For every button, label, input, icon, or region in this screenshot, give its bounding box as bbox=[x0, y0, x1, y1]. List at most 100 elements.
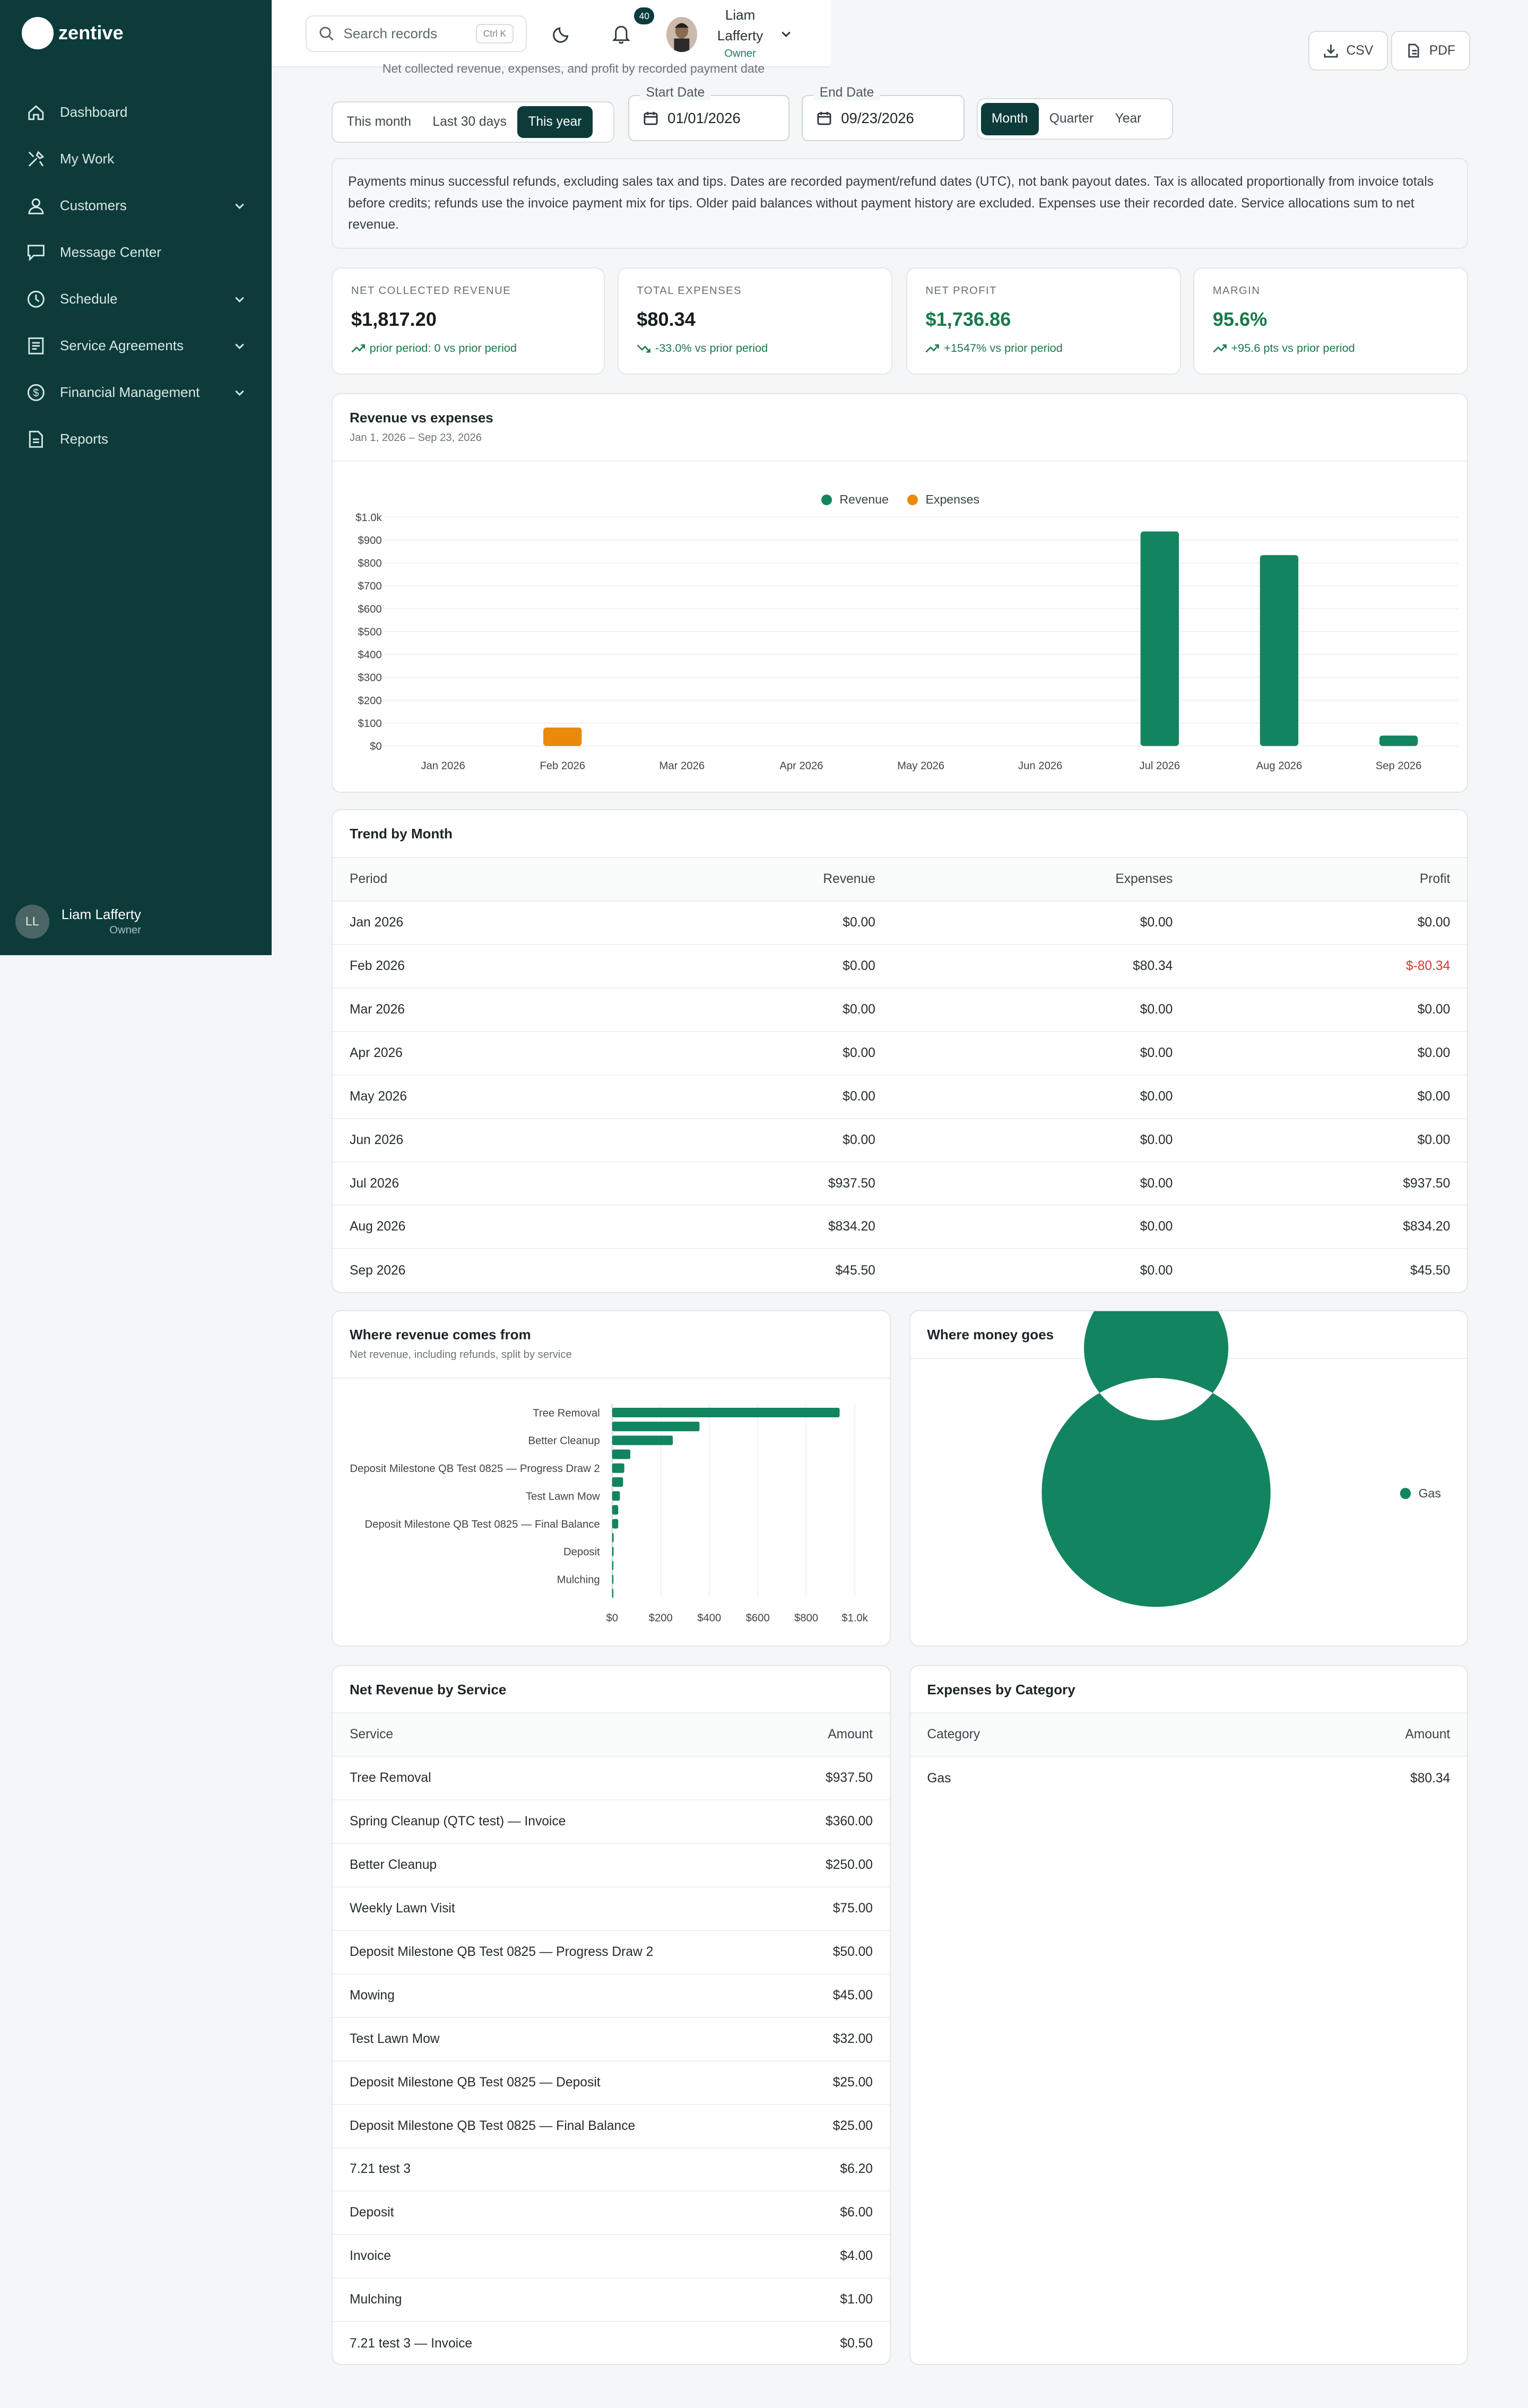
kpi-delta-text: +95.6 pts vs prior period bbox=[1231, 341, 1355, 354]
legend-revenue-swatch bbox=[821, 494, 832, 505]
sidebar-item-schedule[interactable]: Schedule bbox=[0, 276, 272, 323]
clock-icon bbox=[28, 290, 45, 308]
moon-icon[interactable] bbox=[553, 24, 571, 43]
service-bar-deposit-milestone-qb-test-0825-final-balance bbox=[612, 1519, 619, 1529]
chevron-down-icon bbox=[235, 343, 244, 350]
kpi-card-margin: MARGIN 95.6% +95.6 pts vs prior period bbox=[1193, 267, 1469, 375]
cell-expenses: $80.34 bbox=[892, 945, 1190, 989]
cell-revenue: $0.00 bbox=[547, 1031, 892, 1076]
sidebar-item-service-agreements[interactable]: Service Agreements bbox=[0, 323, 272, 369]
calendar-icon bbox=[817, 112, 831, 125]
export-pdf-button[interactable]: PDF bbox=[1391, 30, 1471, 71]
y-tick-label: $1.0k bbox=[355, 512, 382, 524]
net-revenue-by-service-title: Net Revenue by Service bbox=[333, 1666, 890, 1714]
cell-expenses: $0.00 bbox=[1140, 1263, 1173, 1278]
kpi-label: NET COLLECTED REVENUE bbox=[351, 285, 511, 297]
sidebar-item-dashboard[interactable]: Dashboard bbox=[0, 89, 272, 136]
users-icon bbox=[28, 198, 44, 214]
cell-period: Jan 2026 bbox=[333, 901, 548, 946]
trend-by-month-title: Trend by Month bbox=[333, 810, 1468, 859]
start-date-value: 01/01/2026 bbox=[667, 109, 741, 126]
sidebar-item-customers[interactable]: Customers bbox=[0, 183, 272, 229]
cell-amount: $1.00 bbox=[782, 2278, 890, 2323]
cell-period: Apr 2026 bbox=[333, 1031, 548, 1076]
sidebar-item-label: My Work bbox=[59, 151, 115, 167]
table-row: Aug 2026 $834.20 $0.00 $834.20 bbox=[333, 1205, 1468, 1250]
cell-amount: $0.50 bbox=[840, 2336, 873, 2351]
column-header-category: Category bbox=[910, 1713, 1202, 1757]
cell-expenses: $0.00 bbox=[892, 1075, 1190, 1119]
granularity-option-year[interactable]: Year bbox=[1115, 111, 1142, 126]
table-row: Mar 2026 $0.00 $0.00 $0.00 bbox=[333, 988, 1468, 1032]
range-option-this-year[interactable]: This year bbox=[517, 106, 593, 138]
start-date-field[interactable]: Start Date 01/01/2026 bbox=[628, 85, 789, 142]
sidebar-item-label: Service Agreements bbox=[59, 337, 184, 354]
revenue-expenses-range: Jan 1, 2026 – Sep 23, 2026 bbox=[350, 432, 482, 444]
calendar-icon bbox=[644, 112, 658, 125]
table-row: May 2026 $0.00 $0.00 $0.00 bbox=[333, 1075, 1468, 1119]
search-input[interactable]: Search records Ctrl K bbox=[305, 15, 527, 53]
sidebar-item-label: Message Center bbox=[59, 244, 161, 261]
range-option-last-30-days[interactable]: Last 30 days bbox=[432, 115, 507, 129]
service-bar-deposit-milestone-qb-test-0825-deposit bbox=[612, 1505, 619, 1515]
cell-revenue: $834.20 bbox=[547, 1205, 892, 1250]
sidebar-item-reports[interactable]: Reports bbox=[0, 416, 272, 463]
table-row: Jan 2026 $0.00 $0.00 $0.00 bbox=[333, 901, 1468, 946]
cell-amount: $4.00 bbox=[782, 2234, 890, 2279]
cell-amount: $6.00 bbox=[782, 2191, 890, 2236]
sidebar-item-label: Customers bbox=[59, 197, 127, 214]
avatar: LL bbox=[15, 904, 49, 939]
trend-up-icon bbox=[351, 344, 365, 353]
service-bar-spring-cleanup-qtc-test-invoice bbox=[612, 1422, 700, 1432]
sidebar-item-label: Reports bbox=[59, 431, 109, 447]
user-avatar[interactable] bbox=[666, 16, 698, 53]
table-row: 7.21 test 3 $6.20 bbox=[333, 2147, 890, 2192]
y-tick-label: $300 bbox=[358, 672, 382, 684]
kpi-delta: +1547% vs prior period bbox=[925, 341, 1161, 355]
granularity-option-quarter[interactable]: Quarter bbox=[1049, 111, 1094, 126]
cell-service: Test Lawn Mow bbox=[333, 2017, 782, 2061]
table-row: Deposit $6.00 bbox=[333, 2191, 890, 2236]
revenue-expenses-chart: $0 $100 $200 $300 $400 $500 $600 $700 $800 $900 $1… bbox=[355, 512, 1458, 772]
x-tick-label: $0 bbox=[606, 1613, 619, 1624]
cell-amount: $25.00 bbox=[782, 2060, 890, 2105]
legend-expenses-swatch bbox=[907, 494, 918, 505]
cell-profit: $834.20 bbox=[1190, 1205, 1468, 1250]
table-row: Sep 2026 $45.50 $0.00 $45.50 bbox=[333, 1249, 1467, 1292]
cell-revenue: $45.50 bbox=[835, 1263, 875, 1278]
table-row: Feb 2026 $0.00 $80.34 $-80.34 bbox=[333, 945, 1468, 989]
brand-logo[interactable]: zentive bbox=[21, 16, 124, 49]
granularity-option-month[interactable]: Month bbox=[980, 102, 1039, 135]
sidebar: zentive Dashboard My Work Customers Message… bbox=[0, 0, 272, 956]
cell-amount: $45.00 bbox=[782, 1973, 890, 2018]
cell-amount: $50.00 bbox=[782, 1930, 890, 1974]
topbar-user-name[interactable]: Liam Lafferty bbox=[717, 6, 763, 44]
y-tick-label: $0 bbox=[370, 741, 382, 752]
cell-expenses: $0.00 bbox=[892, 1205, 1190, 1250]
range-option-this-month[interactable]: This month bbox=[346, 115, 411, 129]
y-tick-label: $100 bbox=[358, 718, 382, 730]
y-tick-label: Better Cleanup bbox=[528, 1435, 600, 1447]
sidebar-user[interactable]: LL Liam Lafferty Owner bbox=[15, 904, 141, 939]
kpi-label: NET PROFIT bbox=[925, 285, 997, 297]
logo-mark-icon bbox=[21, 16, 54, 49]
net-revenue-by-service-card: Net Revenue by Service Service Amount Tre… bbox=[332, 1665, 891, 2366]
column-header-revenue: Revenue bbox=[547, 858, 892, 902]
chevron-down-icon[interactable] bbox=[780, 28, 792, 40]
end-date-field[interactable]: End Date 09/23/2026 bbox=[801, 85, 965, 142]
kpi-label: TOTAL EXPENSES bbox=[637, 285, 742, 297]
sidebar-item-financial-management[interactable]: $ Financial Management bbox=[0, 369, 272, 416]
cell-amount: $6.20 bbox=[782, 2147, 890, 2192]
bell-icon[interactable] bbox=[611, 23, 631, 45]
search-shortcut: Ctrl K bbox=[476, 24, 514, 44]
sidebar-item-my-work[interactable]: My Work bbox=[0, 136, 272, 183]
sidebar-item-message-center[interactable]: Message Center bbox=[0, 229, 272, 276]
cell-revenue: $0.00 bbox=[547, 1075, 892, 1119]
cell-service: Weekly Lawn Visit bbox=[333, 1887, 782, 1931]
export-csv-button[interactable]: CSV bbox=[1308, 30, 1388, 71]
x-tick-label: Mar 2026 bbox=[659, 760, 705, 772]
cell-service: Better Cleanup bbox=[333, 1843, 782, 1888]
tools-icon bbox=[28, 151, 45, 167]
cell-expenses: $0.00 bbox=[892, 1031, 1190, 1076]
cell-period: Aug 2026 bbox=[333, 1205, 548, 1250]
